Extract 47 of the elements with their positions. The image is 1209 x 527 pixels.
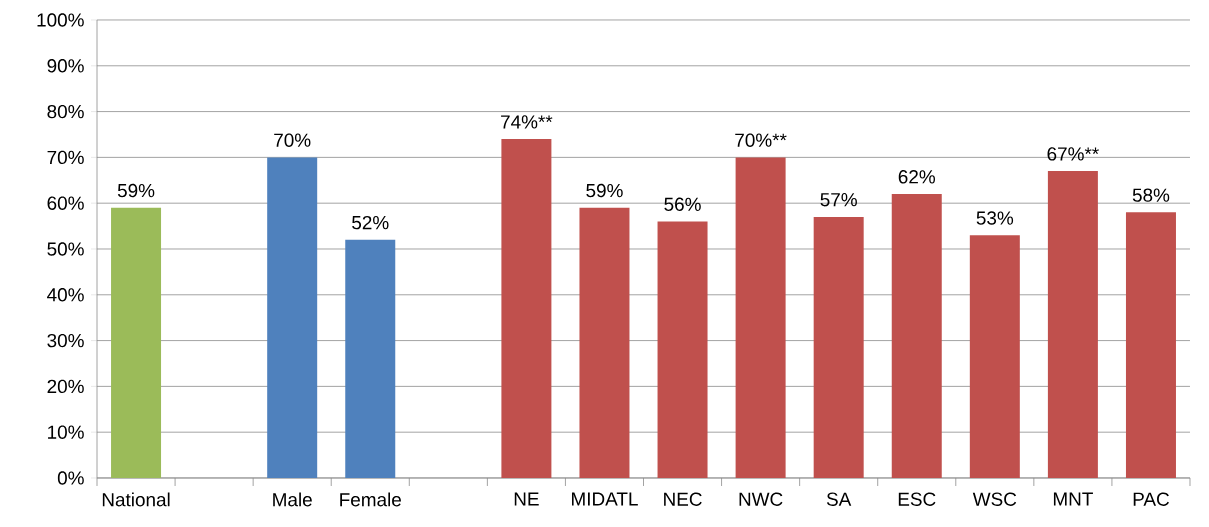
bar — [735, 157, 786, 478]
data-label: 59% — [117, 183, 155, 198]
x-tick-label: National — [102, 492, 170, 507]
data-label: 57% — [820, 193, 857, 207]
y-tick-label: 100% — [37, 13, 84, 27]
data-label: 56% — [664, 197, 701, 211]
x-tick-label: ESC — [898, 492, 936, 506]
bar — [501, 139, 552, 478]
y-tick-label: 10% — [48, 425, 84, 439]
y-tick-label: 30% — [47, 333, 84, 348]
bar — [267, 157, 318, 478]
x-tick-label: PAC — [1133, 492, 1169, 506]
y-tick-label: 80% — [47, 104, 84, 119]
x-tick-label: NEC — [664, 492, 702, 506]
data-label: 59% — [586, 183, 623, 198]
y-tick-label: 70% — [47, 150, 84, 165]
bar — [813, 216, 864, 478]
y-tick-label: 20% — [47, 379, 84, 394]
x-tick-label: WSC — [972, 492, 1017, 506]
x-tick-label: MNT — [1053, 492, 1093, 506]
x-tick-label: MIDATL — [572, 492, 638, 506]
bar — [1125, 212, 1176, 478]
bar — [111, 207, 162, 478]
y-tick-label: 0% — [57, 471, 84, 485]
data-label: 58% — [1132, 188, 1170, 202]
y-tick-label: 50% — [47, 242, 84, 256]
bar — [657, 221, 708, 478]
data-label: 70%** — [735, 133, 787, 147]
y-tick-label: 60% — [47, 196, 84, 210]
data-label: 74%** — [501, 115, 553, 129]
data-label: 67%** — [1047, 147, 1099, 161]
x-tick-label: NWC — [739, 492, 783, 506]
bar — [579, 207, 630, 478]
bar — [1047, 171, 1098, 478]
x-tick-label: Female — [340, 492, 401, 507]
y-tick-label: 90% — [47, 59, 84, 73]
bar — [969, 235, 1020, 478]
y-tick-label: 40% — [47, 288, 84, 302]
bar — [891, 194, 942, 478]
data-label: 70% — [274, 133, 311, 147]
data-label: 53% — [976, 211, 1014, 225]
data-label: 52% — [352, 215, 389, 230]
x-tick-label: SA — [826, 492, 852, 506]
x-tick-label: Male — [273, 492, 312, 507]
x-tick-label: NE — [514, 492, 539, 506]
bar — [345, 239, 396, 478]
data-label: 62% — [898, 170, 936, 184]
